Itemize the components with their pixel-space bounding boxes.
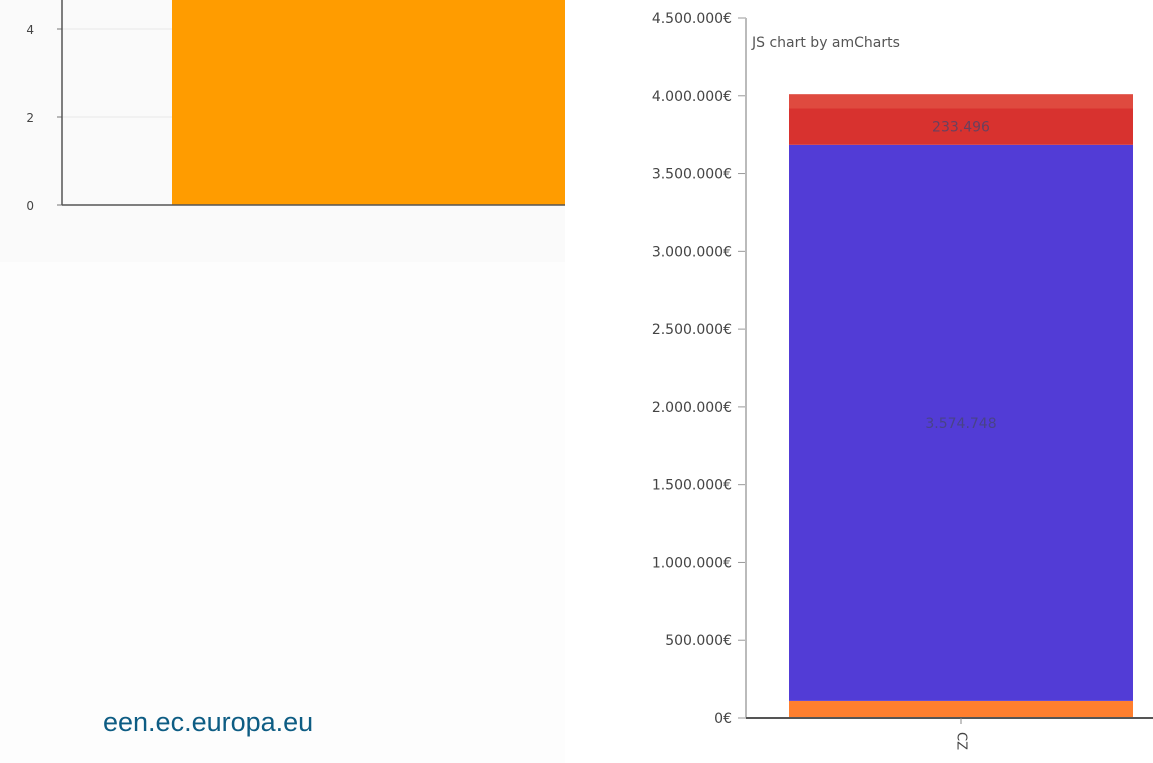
x-tick-label: CZ (954, 732, 969, 750)
left-chart-panel: 0 2 4 (0, 0, 565, 262)
y-tick-label: 4.500.000€ (652, 11, 732, 27)
right-stacked-bar-chart: 0€ 500.000€ 1.000.000€ 1.500.000€ 2.000.000€… (652, 11, 1153, 750)
y-tick-label: 0 (26, 199, 34, 213)
y-tick-label: 2 (26, 111, 34, 125)
bar-segment (789, 108, 1133, 145)
y-tick-label: 2.500.000€ (652, 322, 732, 338)
y-tick-label: 2.000.000€ (652, 400, 732, 416)
y-tick-label: 4.000.000€ (652, 89, 732, 105)
bar-segment (789, 700, 1133, 718)
bar-segment (789, 144, 1133, 701)
bar-segment (789, 94, 1133, 109)
amcharts-credit: JS chart by amCharts (751, 35, 900, 51)
website-link[interactable]: een.ec.europa.eu (103, 707, 314, 737)
y-tick-label: 3.000.000€ (652, 244, 732, 260)
y-tick-label: 500.000€ (665, 633, 732, 649)
left-bar-chart: 0 2 4 (26, 0, 565, 213)
y-tick-label: 1.500.000€ (652, 478, 732, 494)
bar (172, 0, 565, 206)
y-tick-label: 3.500.000€ (652, 167, 732, 183)
data-label: 233.496 (932, 120, 990, 136)
y-tick-label: 4 (26, 23, 34, 37)
data-label: 3.574.748 (925, 416, 996, 432)
slide-background (0, 262, 565, 763)
y-tick-label: 0€ (714, 711, 732, 727)
y-tick-label: 1.000.000€ (652, 555, 732, 571)
